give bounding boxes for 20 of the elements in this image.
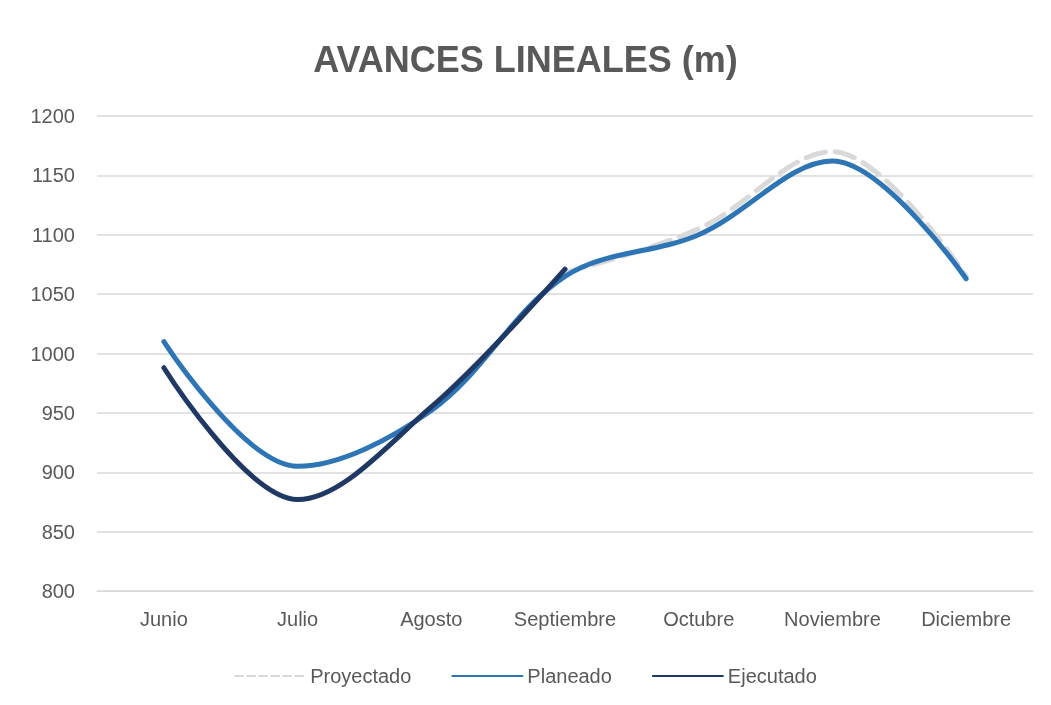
y-tick-label: 800: [41, 580, 75, 602]
y-tick-label: 1100: [31, 223, 75, 246]
x-tick-label: Noviembre: [784, 608, 881, 630]
y-tick-label: 1200: [30, 105, 75, 127]
x-tick-label: Septiembre: [513, 608, 617, 630]
legend-label: Proyectado: [310, 665, 412, 687]
chart-title: AVANCES LINEALES (m): [313, 38, 738, 80]
x-tick-label: Diciembre: [921, 608, 1012, 630]
x-tick-label: Junio: [139, 608, 188, 630]
y-tick-label: 1150: [31, 164, 75, 187]
y-tick-label: 1000: [30, 342, 75, 365]
legend-label: Ejecutado: [727, 665, 817, 687]
x-tick-label: Agosto: [400, 608, 463, 630]
y-tick-label: 850: [41, 520, 75, 543]
x-tick-label: Octubre: [663, 608, 735, 630]
x-tick-label: Julio: [277, 608, 319, 630]
y-tick-label: 1050: [30, 283, 75, 306]
y-tick-label: 950: [41, 401, 75, 424]
y-tick-label: 900: [41, 461, 75, 484]
legend-label: Planeado: [527, 665, 612, 687]
